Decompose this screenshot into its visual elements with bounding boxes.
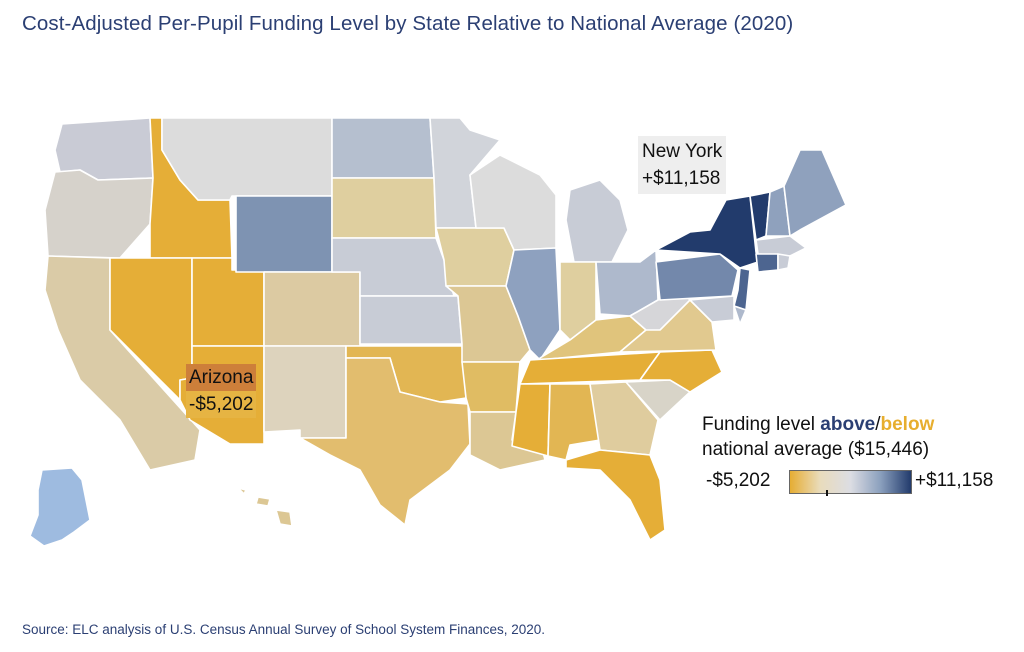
arizona-value: -$5,202: [186, 391, 257, 418]
arizona-name: Arizona: [186, 364, 257, 391]
state-NM[interactable]: [263, 345, 347, 439]
state-CT[interactable]: [755, 253, 779, 273]
legend-slash: /: [875, 414, 881, 435]
legend-average-tick: [826, 490, 828, 496]
state-CO[interactable]: [263, 271, 361, 347]
state-MI[interactable]: [565, 179, 629, 263]
state-AR[interactable]: [461, 361, 521, 413]
state-GA[interactable]: [589, 381, 659, 456]
state-AK[interactable]: [29, 467, 91, 547]
legend-max-label: +$11,158: [915, 470, 994, 491]
arizona-callout: Arizona -$5,202: [186, 364, 257, 418]
source-note: Source: ELC analysis of U.S. Census Annu…: [22, 622, 546, 637]
legend-above-word: above: [820, 414, 876, 435]
state-MA[interactable]: [755, 235, 807, 257]
state-MD[interactable]: [689, 295, 735, 323]
legend-below-word: below: [880, 414, 935, 435]
state-OR[interactable]: [44, 169, 154, 259]
legend-min-label: -$5,202: [706, 470, 771, 491]
state-RI[interactable]: [777, 253, 791, 271]
state-TX[interactable]: [299, 357, 471, 526]
new-york-callout: New York +$11,158: [638, 136, 727, 194]
state-KS[interactable]: [359, 295, 463, 345]
legend-line1: Funding level above/below: [702, 412, 934, 437]
state-PA[interactable]: [655, 253, 739, 301]
legend-line2: national average ($15,446): [702, 439, 930, 460]
state-MT[interactable]: [161, 117, 333, 201]
state-NY[interactable]: [655, 195, 759, 269]
legend: Funding level above/below national avera…: [702, 412, 934, 462]
state-ME[interactable]: [783, 149, 847, 237]
state-IL[interactable]: [505, 247, 561, 361]
map-title: Cost-Adjusted Per-Pupil Funding Level by…: [22, 12, 794, 35]
state-NC[interactable]: [639, 349, 723, 393]
state-ND[interactable]: [331, 117, 435, 179]
state-IA[interactable]: [435, 227, 515, 287]
state-WY[interactable]: [235, 195, 333, 273]
new-york-value: +$11,158: [642, 168, 721, 189]
state-HI[interactable]: [237, 487, 293, 527]
state-SD[interactable]: [331, 177, 437, 239]
state-DE[interactable]: [733, 305, 747, 325]
legend-prefix: Funding level: [702, 414, 821, 435]
legend-gradient-bar: [789, 470, 912, 494]
new-york-name: New York: [642, 141, 723, 162]
state-FL[interactable]: [565, 449, 666, 541]
state-MS[interactable]: [511, 383, 551, 457]
